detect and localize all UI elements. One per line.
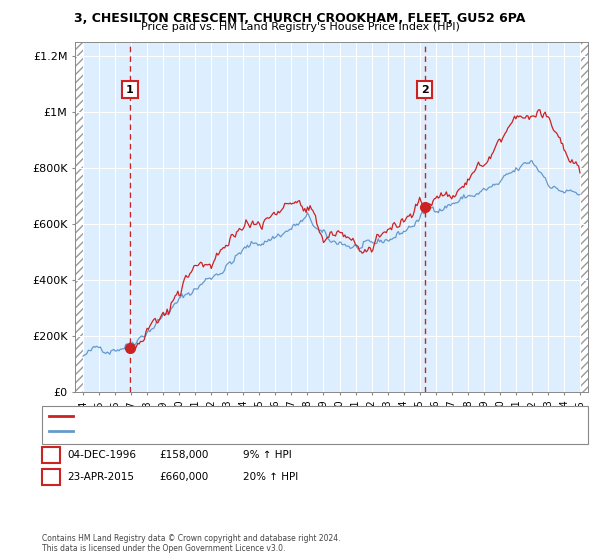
Bar [580,42,588,392]
Text: Price paid vs. HM Land Registry's House Price Index (HPI): Price paid vs. HM Land Registry's House … [140,22,460,32]
Text: Contains HM Land Registry data © Crown copyright and database right 2024.
This d: Contains HM Land Registry data © Crown c… [42,534,341,553]
Text: 1: 1 [126,85,134,95]
Text: 3, CHESILTON CRESCENT, CHURCH CROOKHAM, FLEET, GU52 6PA (detached house): 3, CHESILTON CRESCENT, CHURCH CROOKHAM, … [78,412,455,421]
Text: £660,000: £660,000 [159,472,208,482]
Text: 2: 2 [47,472,55,482]
Text: 9% ↑ HPI: 9% ↑ HPI [243,450,292,460]
Text: 04-DEC-1996: 04-DEC-1996 [67,450,136,460]
Text: 20% ↑ HPI: 20% ↑ HPI [243,472,298,482]
Text: 2: 2 [421,85,428,95]
Text: 23-APR-2015: 23-APR-2015 [67,472,134,482]
Bar [75,42,83,392]
Text: 1: 1 [47,450,55,460]
Text: £158,000: £158,000 [159,450,208,460]
Text: HPI: Average price, detached house, Hart: HPI: Average price, detached house, Hart [78,427,265,436]
Text: 3, CHESILTON CRESCENT, CHURCH CROOKHAM, FLEET, GU52 6PA: 3, CHESILTON CRESCENT, CHURCH CROOKHAM, … [74,12,526,25]
